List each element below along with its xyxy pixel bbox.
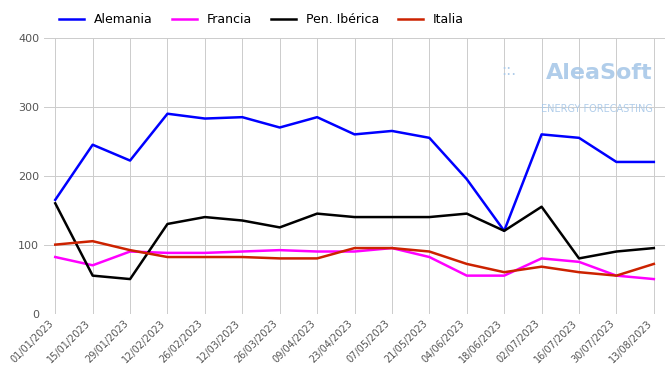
Alemania bbox=[500, 229, 508, 233]
Pen. Ibérica bbox=[388, 215, 396, 219]
Pen. Ibérica bbox=[313, 211, 321, 216]
Francia bbox=[388, 246, 396, 250]
Italia bbox=[126, 248, 134, 252]
Alemania bbox=[239, 115, 247, 119]
Italia bbox=[463, 262, 471, 266]
Alemania bbox=[313, 115, 321, 119]
Text: ::.: ::. bbox=[501, 63, 516, 78]
Italia bbox=[612, 273, 620, 278]
Text: AleaSoft: AleaSoft bbox=[546, 63, 653, 83]
Italia bbox=[201, 255, 209, 259]
Francia bbox=[650, 277, 658, 281]
Francia bbox=[612, 273, 620, 278]
Italia bbox=[500, 270, 508, 275]
Line: Italia: Italia bbox=[55, 241, 654, 276]
Alemania bbox=[575, 136, 583, 140]
Francia bbox=[239, 249, 247, 254]
Pen. Ibérica bbox=[201, 215, 209, 219]
Alemania bbox=[276, 125, 284, 130]
Italia bbox=[313, 256, 321, 261]
Francia bbox=[276, 248, 284, 252]
Pen. Ibérica bbox=[163, 222, 171, 226]
Alemania bbox=[425, 136, 433, 140]
Pen. Ibérica bbox=[89, 273, 97, 278]
Italia bbox=[89, 239, 97, 243]
Pen. Ibérica bbox=[276, 225, 284, 230]
Francia bbox=[463, 273, 471, 278]
Line: Pen. Ibérica: Pen. Ibérica bbox=[55, 203, 654, 279]
Francia bbox=[351, 249, 359, 254]
Italia bbox=[538, 264, 546, 269]
Alemania bbox=[89, 142, 97, 147]
Pen. Ibérica bbox=[239, 218, 247, 223]
Text: ENERGY FORECASTING: ENERGY FORECASTING bbox=[541, 104, 653, 114]
Alemania bbox=[201, 116, 209, 121]
Italia bbox=[575, 270, 583, 275]
Francia bbox=[126, 249, 134, 254]
Pen. Ibérica bbox=[575, 256, 583, 261]
Italia bbox=[388, 246, 396, 250]
Alemania bbox=[163, 112, 171, 116]
Pen. Ibérica bbox=[51, 201, 59, 205]
Alemania bbox=[538, 132, 546, 137]
Italia bbox=[163, 255, 171, 259]
Francia bbox=[313, 249, 321, 254]
Italia bbox=[351, 246, 359, 250]
Francia bbox=[163, 251, 171, 255]
Legend: Alemania, Francia, Pen. Ibérica, Italia: Alemania, Francia, Pen. Ibérica, Italia bbox=[54, 8, 468, 31]
Francia bbox=[500, 273, 508, 278]
Pen. Ibérica bbox=[126, 277, 134, 281]
Francia bbox=[51, 255, 59, 259]
Italia bbox=[51, 243, 59, 247]
Italia bbox=[239, 255, 247, 259]
Pen. Ibérica bbox=[351, 215, 359, 219]
Pen. Ibérica bbox=[500, 229, 508, 233]
Alemania bbox=[463, 177, 471, 182]
Francia bbox=[575, 260, 583, 264]
Francia bbox=[538, 256, 546, 261]
Pen. Ibérica bbox=[650, 246, 658, 250]
Francia bbox=[425, 255, 433, 259]
Italia bbox=[276, 256, 284, 261]
Line: Francia: Francia bbox=[55, 248, 654, 279]
Francia bbox=[89, 263, 97, 267]
Italia bbox=[650, 262, 658, 266]
Line: Alemania: Alemania bbox=[55, 114, 654, 231]
Pen. Ibérica bbox=[538, 205, 546, 209]
Alemania bbox=[388, 129, 396, 133]
Pen. Ibérica bbox=[425, 215, 433, 219]
Italia bbox=[425, 249, 433, 254]
Alemania bbox=[351, 132, 359, 137]
Alemania bbox=[612, 160, 620, 164]
Alemania bbox=[650, 160, 658, 164]
Pen. Ibérica bbox=[612, 249, 620, 254]
Francia bbox=[201, 251, 209, 255]
Pen. Ibérica bbox=[463, 211, 471, 216]
Alemania bbox=[126, 158, 134, 163]
Alemania bbox=[51, 198, 59, 202]
